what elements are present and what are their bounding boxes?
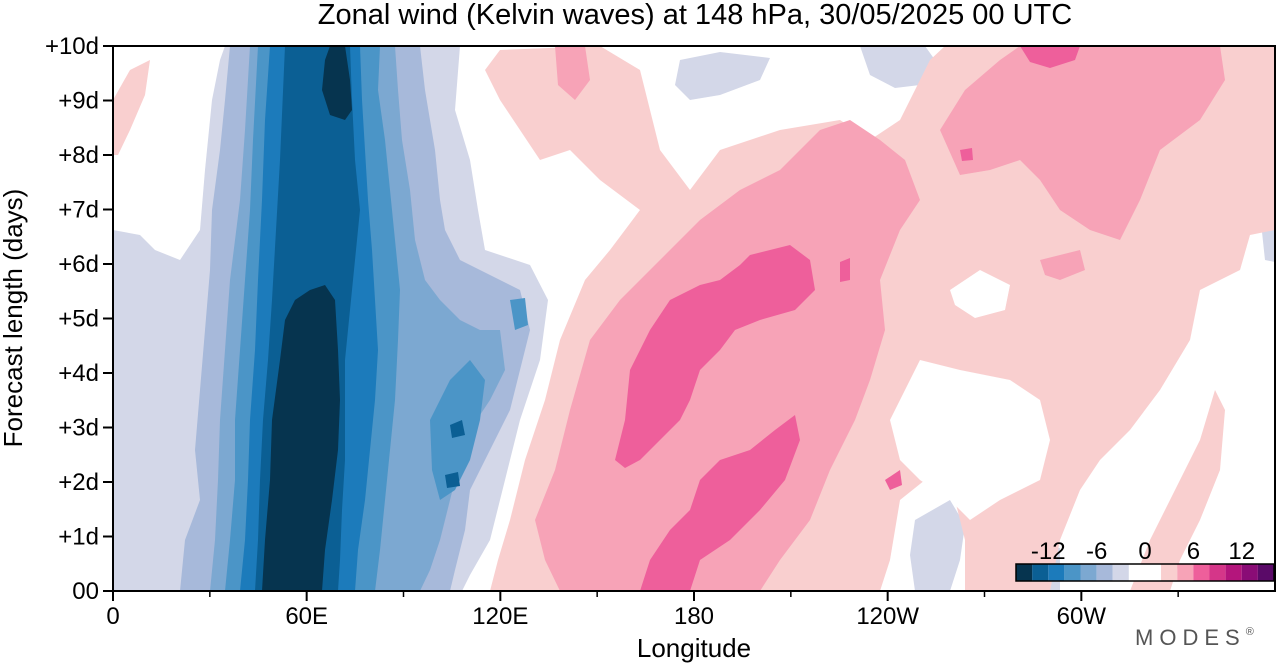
contour-neg-12-dot2 (445, 472, 460, 488)
contour-pos-4-top (555, 46, 590, 100)
x-tick-label: 120E (472, 603, 528, 630)
hole-white-1 (950, 270, 1010, 318)
contour-pos-6-d (840, 258, 850, 282)
brand-text: MODES (1135, 625, 1246, 650)
x-tick-label: 120W (856, 603, 919, 630)
colorbar-swatch (1257, 564, 1274, 581)
colorbar-frame (1015, 563, 1275, 582)
colorbar-swatch (1177, 564, 1194, 581)
colorbar-tick-label: 12 (1228, 538, 1255, 565)
colorbar-tick-label: 0 (1138, 538, 1151, 565)
contour-neg-2-top (675, 52, 770, 100)
y-tick-label: +2d (58, 469, 99, 496)
y-tick-label: 00 (72, 578, 99, 605)
colorbar-swatch (1209, 564, 1226, 581)
x-tick-label: 60W (1057, 603, 1107, 630)
colorbar-swatch (1241, 564, 1258, 581)
y-tick-label: +1d (58, 524, 99, 551)
y-tick-label: +4d (58, 360, 99, 387)
contour-pos-6-e (960, 148, 973, 161)
contour-pos-6-f (885, 470, 902, 490)
contour-pos-6-b (640, 415, 800, 591)
colorbar-swatch (1080, 564, 1097, 581)
y-tick-label: +9d (58, 88, 99, 115)
x-axis: 0 60E 120E 180 120W 60W (106, 591, 1179, 630)
y-tick-label: +8d (58, 142, 99, 169)
y-tick-label: +10d (45, 33, 99, 60)
contour-neg-2-top2 (860, 46, 935, 88)
brand-label: MODES® (1135, 625, 1260, 650)
chart-title: Zonal wind (Kelvin waves) at 148 hPa, 30… (318, 0, 1072, 31)
x-tick-label: 0 (106, 603, 119, 630)
contour-neg-2-farright (1262, 228, 1275, 262)
colorbar-swatch (1032, 564, 1049, 581)
colorbar-swatch (1128, 564, 1162, 581)
contour-neg-14-top (322, 46, 352, 120)
y-tick-label: +6d (58, 251, 99, 278)
colorbar-swatch (1193, 564, 1210, 581)
x-tick-label: 180 (674, 603, 714, 630)
contour-neg-2-br (910, 500, 965, 591)
colorbar-swatch (1064, 564, 1081, 581)
hole-white-2 (890, 360, 1050, 520)
y-tick-label: +7d (58, 197, 99, 224)
colorbar-tick-label: 6 (1187, 538, 1200, 565)
x-axis-label: Longitude (637, 633, 751, 663)
colorbar-swatch (1048, 564, 1065, 581)
colorbar-swatch (1016, 564, 1033, 581)
contour-pos-6-a (615, 245, 815, 468)
colorbar-swatch (1096, 564, 1113, 581)
brand-registered-mark: ® (1246, 626, 1260, 638)
contour-field (113, 46, 1275, 591)
contour-pos-2-b (113, 60, 150, 155)
y-tick-label: +5d (58, 306, 99, 333)
y-axis: 00 +1d +2d +3d +4d +5d +6d +7d +8d +9d +10d (45, 33, 113, 605)
colorbar-tick-label: -12 (1031, 538, 1066, 565)
contour-pos-4-right (1040, 250, 1085, 280)
contour-neg-8-side2 (510, 298, 528, 330)
contour-neg-12-dot (450, 420, 465, 438)
y-axis-label: Forecast length (days) (0, 189, 28, 448)
contour-pos-4-main (535, 120, 920, 591)
colorbar-swatch (1161, 564, 1178, 581)
contour-neg-14-low (262, 285, 340, 591)
colorbar: -12 -6 0 6 12 (1015, 538, 1275, 582)
x-tick-label: 60E (285, 603, 328, 630)
y-tick-label: +3d (58, 415, 99, 442)
colorbar-swatch (1112, 564, 1129, 581)
contour-pos-4-ne (940, 46, 1225, 240)
colorbar-swatch (1225, 564, 1242, 581)
contour-pos-6-c (1020, 46, 1080, 68)
colorbar-tick-label: -6 (1086, 538, 1107, 565)
contour-pos-2-c (1130, 390, 1225, 591)
